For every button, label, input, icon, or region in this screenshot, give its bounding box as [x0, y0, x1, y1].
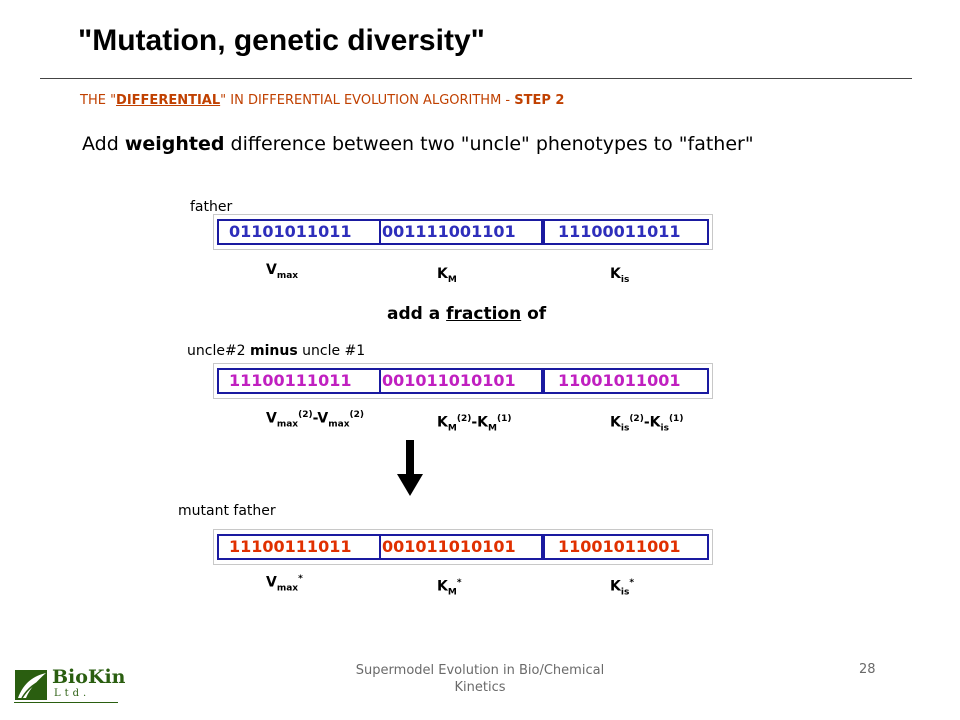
- mutant-var-km: KM*: [437, 578, 462, 598]
- mutant-genome: 11100111011 001011010101 11001011001: [213, 529, 713, 565]
- father-var-vmax: Vmax: [266, 262, 299, 281]
- subtitle-prefix: THE ": [80, 93, 117, 108]
- intro-text: Add weighted difference between two "unc…: [82, 133, 754, 155]
- uncle-segment-km: 001011010101: [379, 368, 543, 394]
- subtitle-keyword: DIFFERENTIAL: [116, 93, 221, 108]
- intro-bold: weighted: [124, 133, 225, 155]
- add-fraction-text: add a fraction of: [387, 304, 547, 324]
- intro-suffix: difference between two "uncle" phenotype…: [224, 133, 754, 155]
- uncle-var-kis: Kis(2)-Kis(1): [610, 414, 684, 434]
- logo-name: BioKin: [52, 666, 126, 688]
- uncle-segment-kis: 11001011001: [543, 368, 709, 394]
- uncle-label: uncle#2 minus uncle #1: [187, 343, 366, 359]
- title-divider: [40, 78, 912, 79]
- slide-subtitle: THE "DIFFERENTIAL" IN DIFFERENTIAL EVOLU…: [80, 93, 564, 108]
- father-var-kis: Kis: [610, 266, 630, 285]
- father-segment-kis: 11100011011: [543, 219, 709, 245]
- logo-underline: [14, 702, 118, 703]
- biokin-logo: BioKin Ltd.: [14, 666, 126, 706]
- mutant-segment-vmax: 11100111011: [217, 534, 382, 560]
- mutant-segment-km: 001011010101: [379, 534, 543, 560]
- page-number: 28: [859, 662, 876, 677]
- uncle-var-vmax: Vmax(2)-Vmax(2): [266, 410, 365, 430]
- father-genome: 01101011011 001111001101 11100011011: [213, 214, 713, 250]
- down-arrow-icon: [397, 440, 423, 496]
- father-var-km: KM: [437, 266, 457, 285]
- intro-prefix: Add: [82, 133, 125, 155]
- uncle-genome: 11100111011 001011010101 11001011001: [213, 363, 713, 399]
- father-segment-vmax: 01101011011: [217, 219, 382, 245]
- mutant-var-kis: Kis*: [610, 578, 635, 598]
- leaf-logo-icon: [15, 670, 47, 700]
- mutant-label: mutant father: [178, 503, 276, 519]
- subtitle-step: STEP 2: [514, 93, 565, 108]
- footer-text: Supermodel Evolution in Bio/Chemical Kin…: [355, 663, 605, 695]
- uncle-segment-vmax: 11100111011: [217, 368, 382, 394]
- mutant-segment-kis: 11001011001: [543, 534, 709, 560]
- subtitle-middle: " IN DIFFERENTIAL EVOLUTION ALGORITHM -: [220, 93, 515, 108]
- logo-sub: Ltd.: [54, 688, 91, 699]
- mutant-var-vmax: Vmax*: [266, 574, 303, 594]
- father-label: father: [190, 199, 233, 215]
- slide-title: "Mutation, genetic diversity": [78, 24, 485, 57]
- father-segment-km: 001111001101: [379, 219, 543, 245]
- uncle-var-km: KM(2)-KM(1): [437, 414, 512, 434]
